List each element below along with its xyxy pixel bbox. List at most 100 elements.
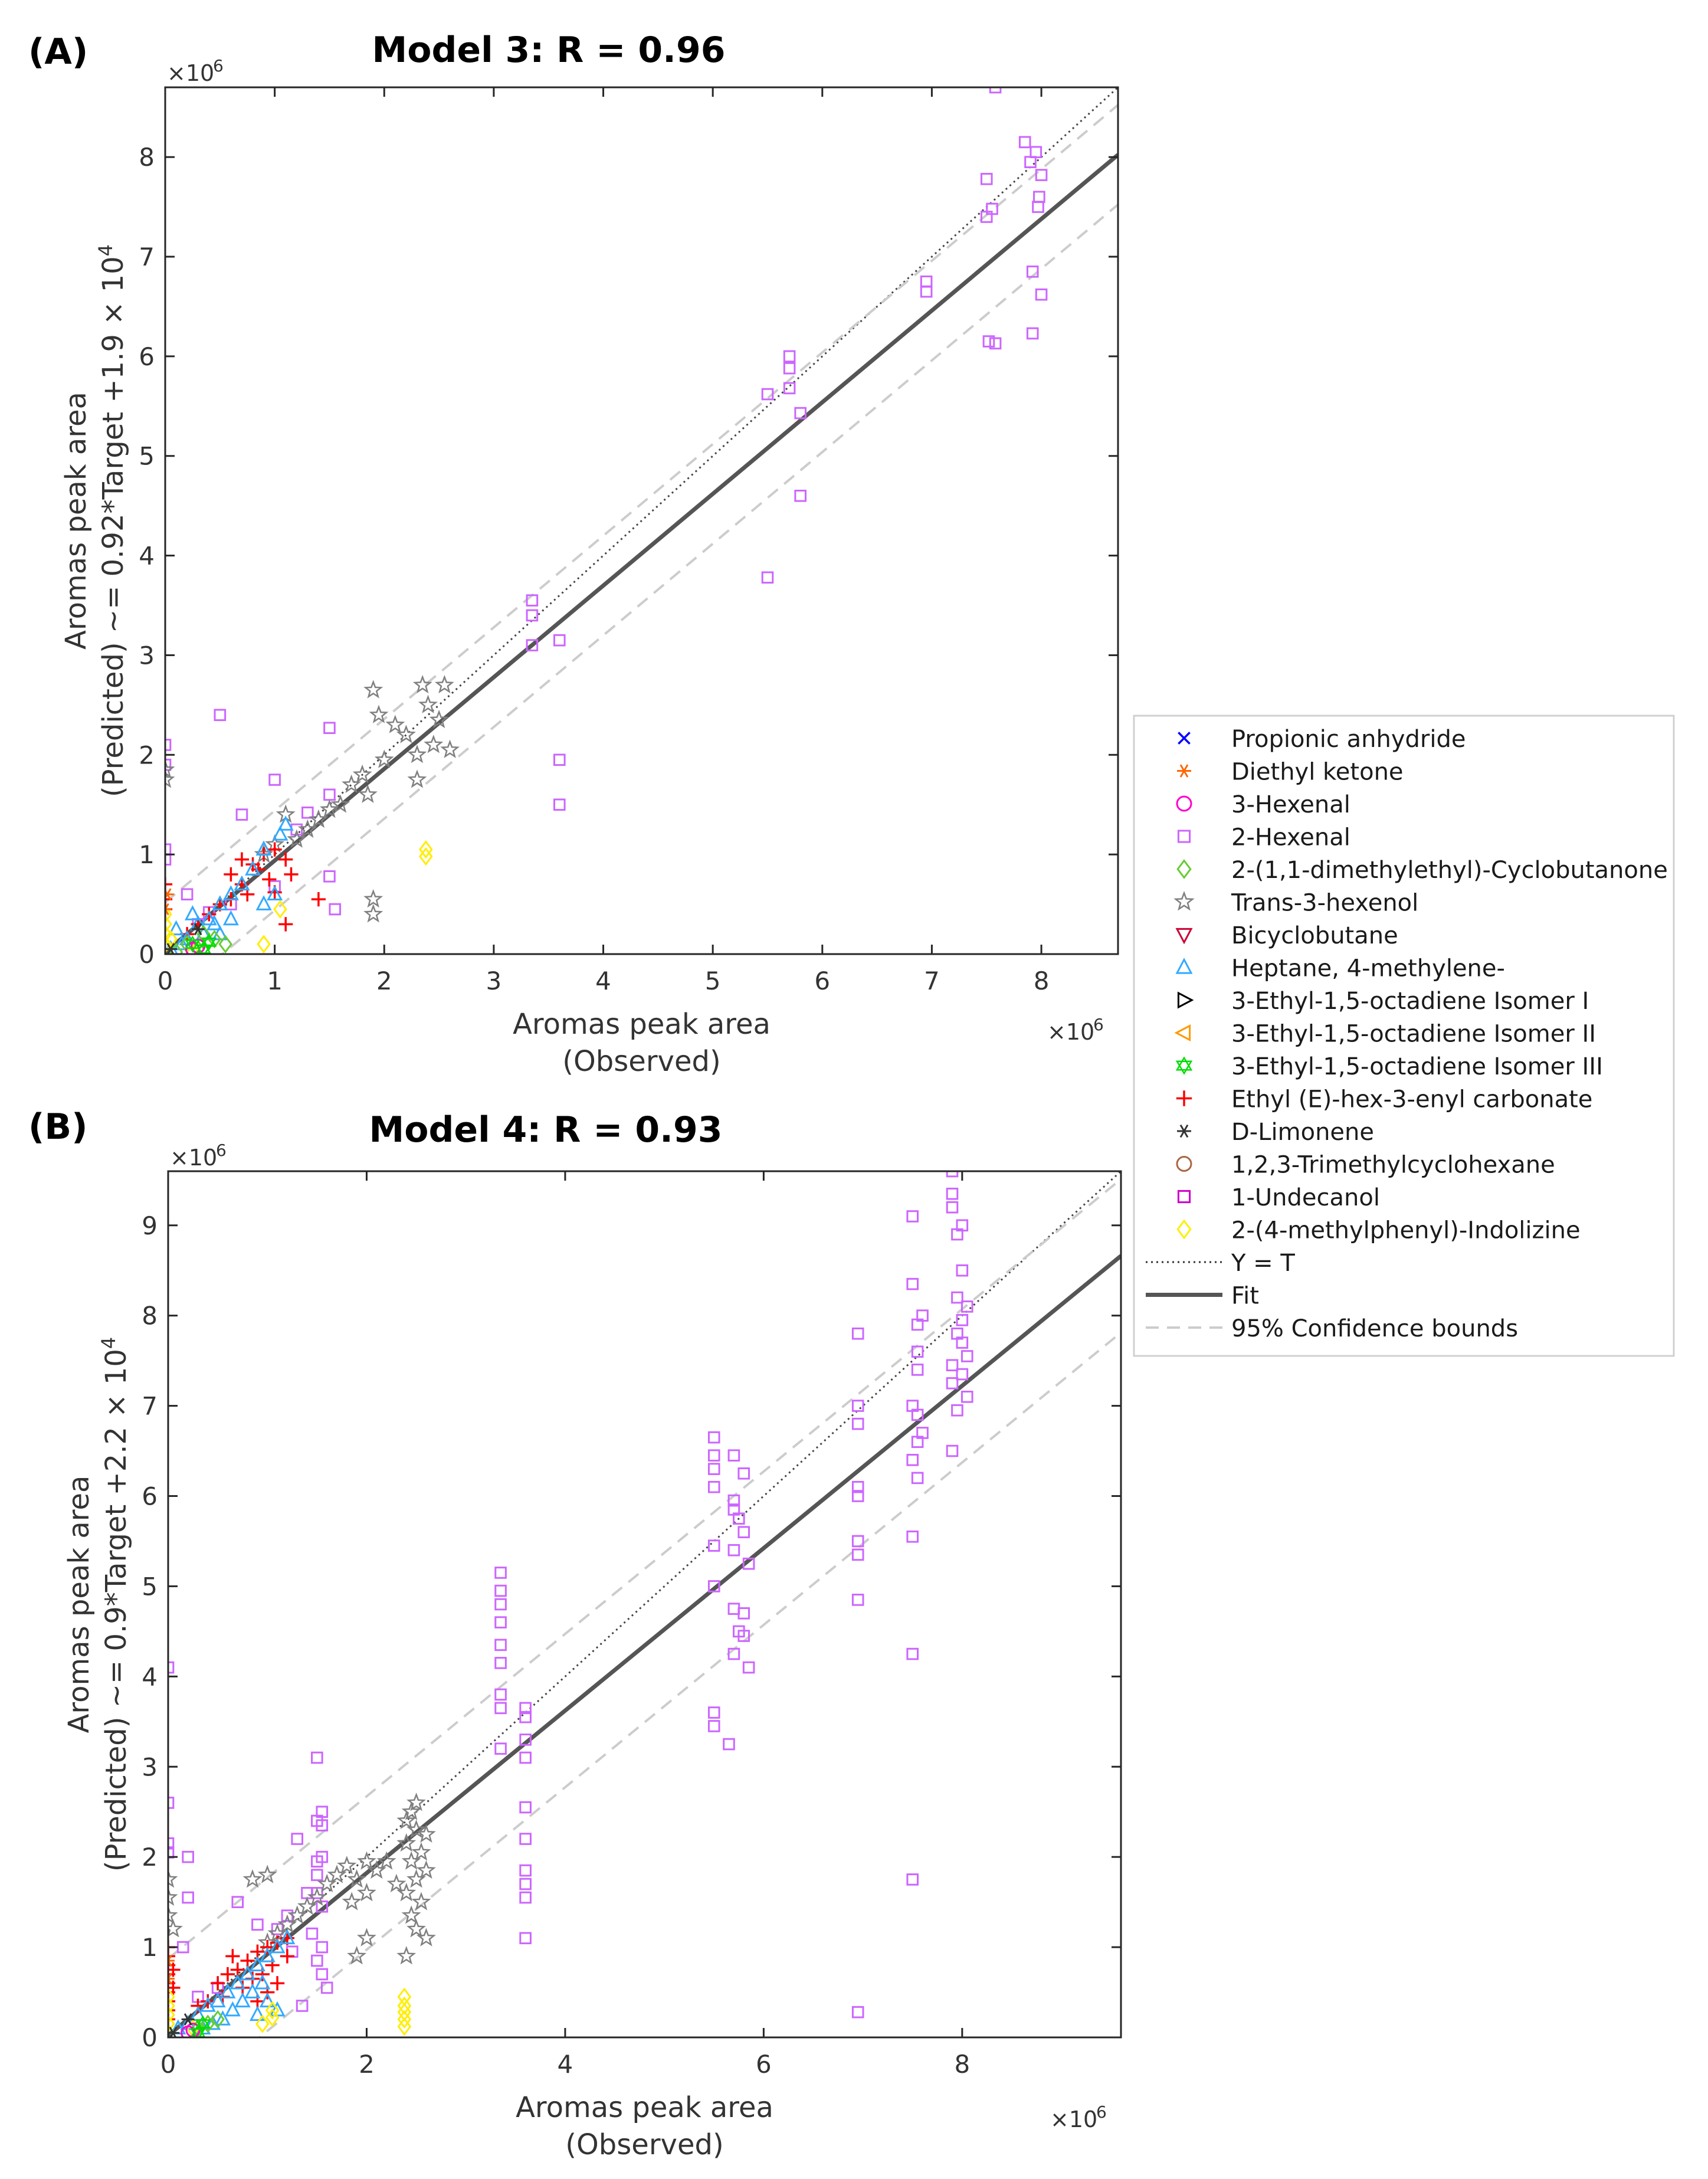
data-point xyxy=(235,808,248,821)
y-axis-label-equation: (Predicted) ~= 0.9*Target +2.2 × 10 xyxy=(100,1349,133,1872)
legend-label: 1,2,3-Trimethylcyclohexane xyxy=(1231,1152,1555,1179)
data-point xyxy=(165,905,172,924)
data-point xyxy=(323,870,336,883)
x-tick-label: 4 xyxy=(595,966,611,995)
data-point xyxy=(794,489,807,502)
y-tick-label: 3 xyxy=(142,1752,158,1781)
series-3-ethyl-1-5-octadiene-isomer-iii xyxy=(185,933,217,954)
data-point xyxy=(329,903,342,916)
data-point xyxy=(363,680,383,699)
data-point xyxy=(396,725,416,743)
data-point xyxy=(385,715,405,733)
data-point xyxy=(320,1981,333,1994)
legend-marker xyxy=(1176,859,1192,879)
legend-marker xyxy=(1178,732,1191,745)
data-point xyxy=(269,1938,286,1954)
data-point xyxy=(727,1494,740,1507)
series-2-hexenal xyxy=(168,1171,973,2019)
data-point xyxy=(277,1914,297,1933)
data-point xyxy=(851,1548,864,1561)
data-point xyxy=(851,1327,864,1340)
data-point xyxy=(165,929,178,949)
data-point xyxy=(205,2014,221,2030)
x-tick-label: 0 xyxy=(160,2050,176,2079)
data-point xyxy=(1035,169,1048,181)
x-multiplier-exponent: 6 xyxy=(1093,1015,1104,1034)
legend-marker xyxy=(1173,890,1195,911)
data-point xyxy=(916,1427,929,1439)
data-point xyxy=(946,1359,959,1372)
legend-label: 2-(1,1-dimethylethyl)-Cyclobutanone xyxy=(1231,857,1668,884)
data-point xyxy=(262,872,277,887)
data-point xyxy=(707,1480,720,1493)
data-point xyxy=(727,1449,740,1462)
x-axis-label-line2: (Observed) xyxy=(562,1045,720,1078)
data-point xyxy=(519,1891,532,1904)
data-point xyxy=(280,1949,294,1964)
data-point xyxy=(273,900,287,919)
data-point xyxy=(311,1855,323,1868)
data-point xyxy=(347,1869,367,1888)
data-point xyxy=(553,798,566,811)
data-point xyxy=(851,1480,864,1493)
x-tick-label: 0 xyxy=(158,966,173,995)
data-point xyxy=(206,915,223,930)
data-point xyxy=(267,842,282,857)
data-point xyxy=(168,2012,176,2027)
data-point xyxy=(946,1187,959,1200)
data-point xyxy=(951,1228,963,1241)
x-multiplier: ×10 xyxy=(1050,2106,1097,2132)
chart-title: Model 4: R = 0.93 xyxy=(369,1109,723,1151)
data-point xyxy=(783,382,796,395)
series-2-4-methylphenyl-indolizine xyxy=(165,840,433,954)
x-tick-label: 5 xyxy=(705,966,721,995)
data-point xyxy=(165,915,172,934)
data-point xyxy=(494,1639,507,1652)
data-point xyxy=(316,1941,329,1954)
data-point xyxy=(342,1892,362,1911)
data-point xyxy=(184,905,201,920)
data-point xyxy=(519,1702,532,1715)
data-point xyxy=(419,840,433,859)
data-point xyxy=(911,1318,924,1331)
data-point xyxy=(519,1833,532,1845)
data-point xyxy=(316,1900,329,1913)
legend-marker xyxy=(1176,795,1192,812)
data-point xyxy=(982,335,995,348)
data-point xyxy=(202,907,217,922)
data-point xyxy=(168,1996,175,2016)
legend-marker xyxy=(1177,830,1191,843)
data-point xyxy=(737,1467,750,1480)
data-point xyxy=(249,1956,265,1971)
data-point xyxy=(956,1264,969,1277)
legend-marker xyxy=(1177,1190,1191,1204)
data-point xyxy=(707,1539,720,1552)
data-point xyxy=(185,935,201,953)
data-point xyxy=(168,1949,176,1964)
data-point xyxy=(234,875,250,891)
y-tick-label: 7 xyxy=(139,243,155,271)
y-tick-label: 8 xyxy=(139,143,155,172)
data-point xyxy=(906,1873,919,1886)
y-axis-label: Aromas peak area xyxy=(63,1476,96,1734)
data-point xyxy=(182,1850,194,1863)
data-point xyxy=(707,1580,720,1593)
data-point xyxy=(429,709,449,729)
data-point xyxy=(980,173,993,185)
data-point xyxy=(363,904,383,923)
data-point xyxy=(291,1833,303,1845)
data-point xyxy=(168,1869,178,1888)
data-point xyxy=(416,1824,436,1843)
data-point xyxy=(165,769,175,788)
data-point xyxy=(374,749,394,768)
data-point xyxy=(851,2006,864,2019)
legend-label: 3-Ethyl-1,5-octadiene Isomer I xyxy=(1231,988,1589,1015)
data-point xyxy=(218,935,232,953)
legend-label: Y = T xyxy=(1231,1250,1295,1277)
data-point xyxy=(317,1873,337,1893)
data-point xyxy=(358,784,378,803)
data-point xyxy=(181,2013,195,2026)
data-point xyxy=(220,1967,235,1982)
y-tick-label: 6 xyxy=(139,342,155,371)
